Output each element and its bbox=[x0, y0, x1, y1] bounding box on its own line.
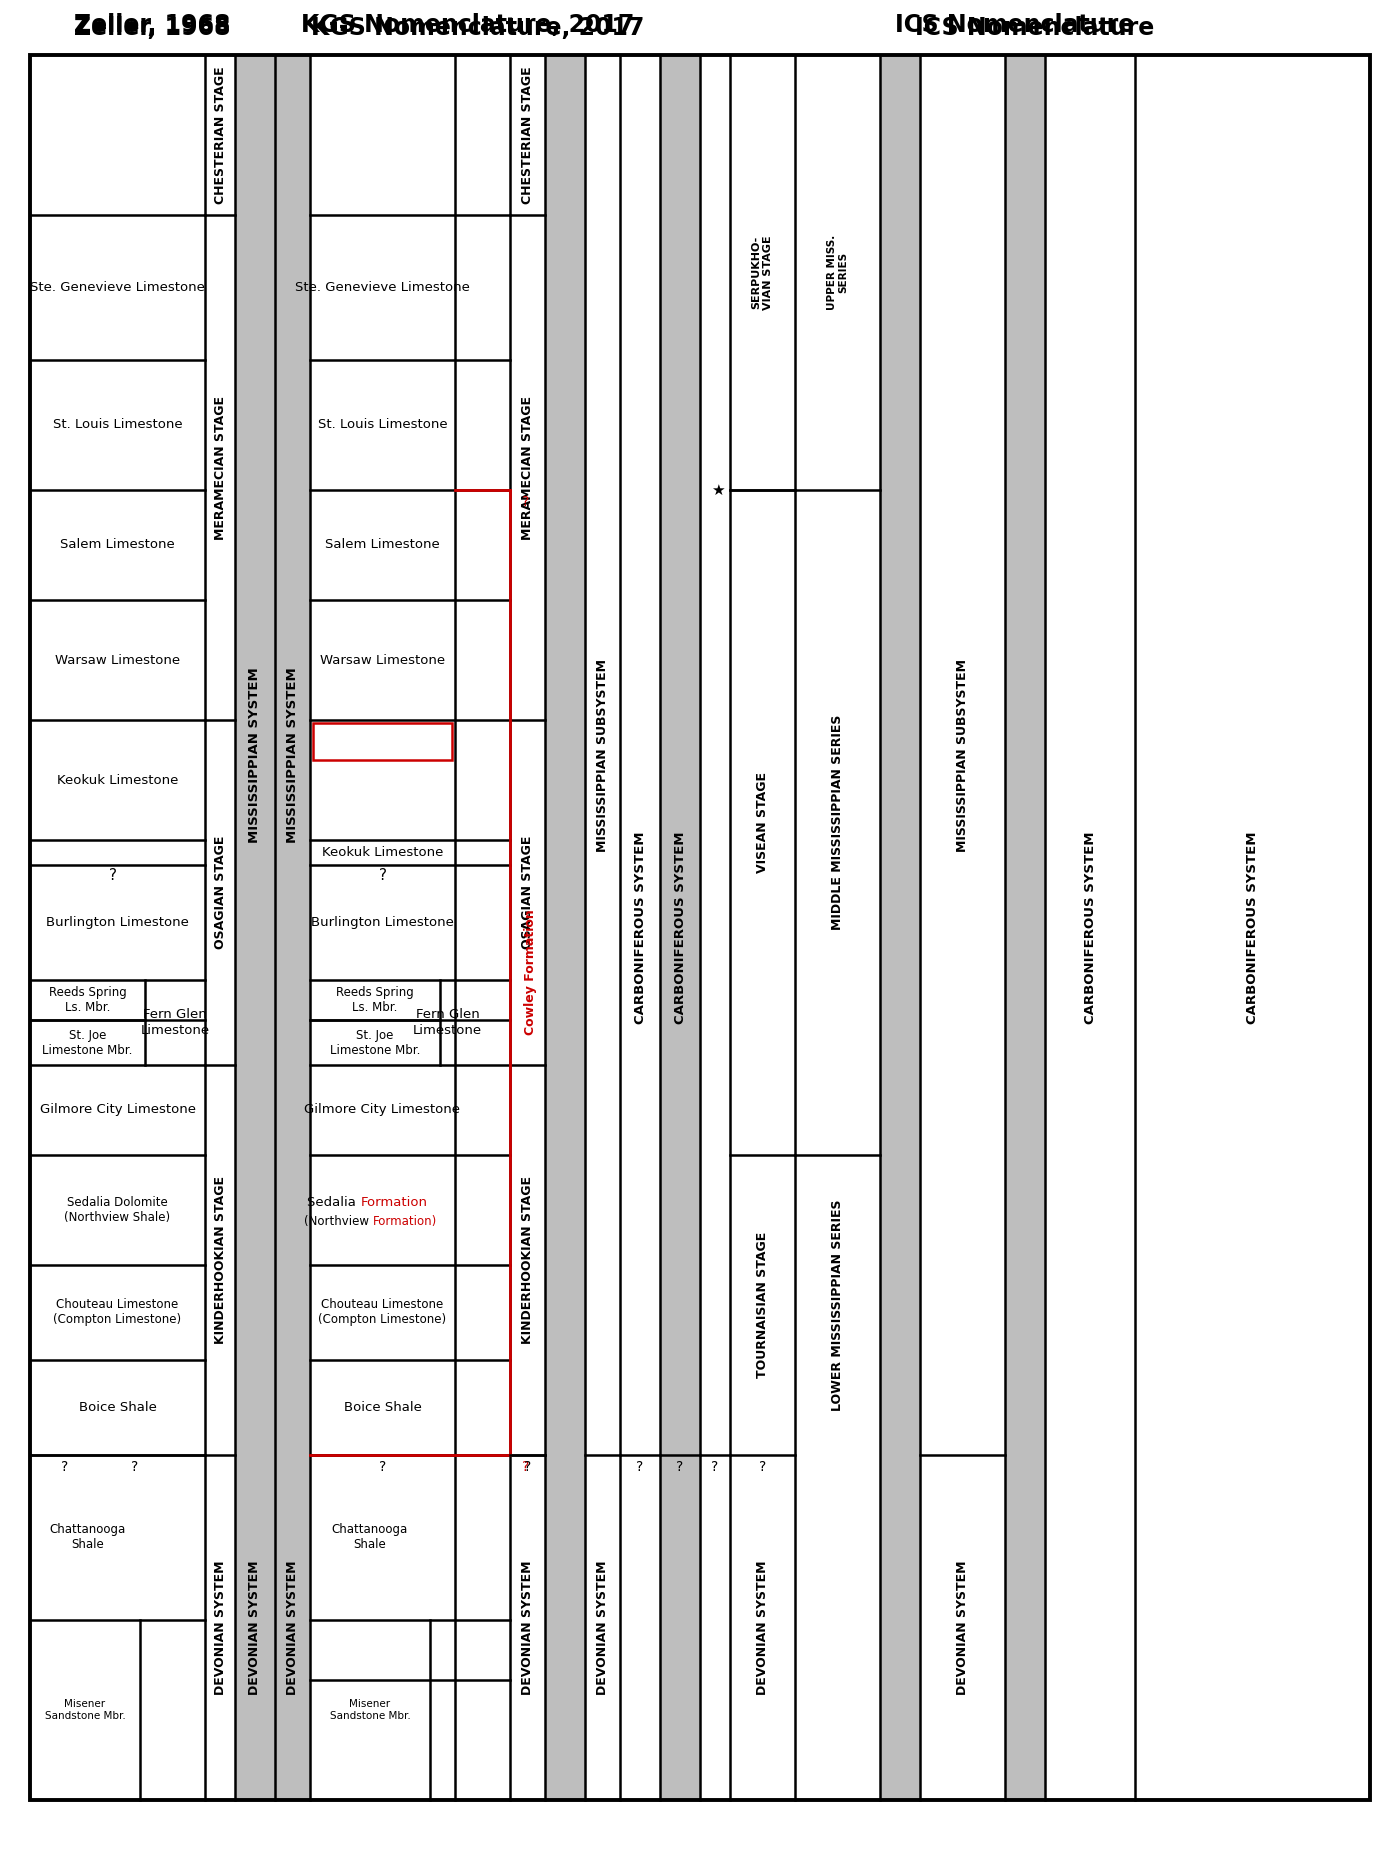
Text: DEVONIAN SYSTEM: DEVONIAN SYSTEM bbox=[286, 1560, 300, 1694]
Text: Misener
Sandstone Mbr.: Misener Sandstone Mbr. bbox=[45, 1700, 126, 1720]
Text: OSAGIAN STAGE: OSAGIAN STAGE bbox=[521, 836, 533, 950]
Text: OSAGIAN STAGE: OSAGIAN STAGE bbox=[213, 836, 227, 950]
Text: Salem Limestone: Salem Limestone bbox=[60, 538, 175, 551]
Text: CARBONIFEROUS SYSTEM: CARBONIFEROUS SYSTEM bbox=[673, 830, 686, 1024]
Text: VISEAN STAGE: VISEAN STAGE bbox=[756, 773, 769, 873]
Text: MISSISSIPPIAN SUBSYSTEM: MISSISSIPPIAN SUBSYSTEM bbox=[596, 659, 609, 851]
Text: DEVONIAN SYSTEM: DEVONIAN SYSTEM bbox=[213, 1560, 227, 1694]
Text: Keokuk Limestone: Keokuk Limestone bbox=[57, 773, 178, 786]
Text: Warsaw Limestone: Warsaw Limestone bbox=[321, 654, 445, 667]
Text: DEVONIAN SYSTEM: DEVONIAN SYSTEM bbox=[521, 1560, 533, 1694]
Text: Cowley Formation: Cowley Formation bbox=[524, 911, 538, 1035]
Text: ?: ? bbox=[522, 1460, 529, 1475]
Text: ?: ? bbox=[759, 1460, 766, 1475]
Text: ICS Nomenclature: ICS Nomenclature bbox=[916, 17, 1155, 39]
Text: Boice Shale: Boice Shale bbox=[343, 1400, 421, 1413]
Text: ★: ★ bbox=[711, 482, 725, 497]
Text: Gilmore City Limestone: Gilmore City Limestone bbox=[39, 1104, 196, 1117]
Text: KINDERHOOKIAN STAGE: KINDERHOOKIAN STAGE bbox=[521, 1177, 533, 1344]
Text: ICS Nomenclature: ICS Nomenclature bbox=[896, 13, 1134, 37]
Text: St. Joe
Limestone Mbr.: St. Joe Limestone Mbr. bbox=[42, 1028, 133, 1056]
Text: ?: ? bbox=[676, 1460, 683, 1475]
Text: St. Joe
Limestone Mbr.: St. Joe Limestone Mbr. bbox=[330, 1028, 420, 1056]
Text: Zeller, 1968: Zeller, 1968 bbox=[74, 17, 231, 39]
Text: ?: ? bbox=[524, 1460, 531, 1475]
Bar bbox=[274, 56, 309, 1801]
Text: Ste. Genevieve Limestone: Ste. Genevieve Limestone bbox=[295, 281, 470, 294]
Bar bbox=[314, 722, 452, 760]
Text: Burlington Limestone: Burlington Limestone bbox=[46, 916, 189, 929]
Text: Reeds Spring
Ls. Mbr.: Reeds Spring Ls. Mbr. bbox=[336, 987, 414, 1015]
Text: CHESTERIAN STAGE: CHESTERIAN STAGE bbox=[213, 67, 227, 203]
Text: Gilmore City Limestone: Gilmore City Limestone bbox=[305, 1104, 461, 1117]
Text: Chouteau Limestone
(Compton Limestone): Chouteau Limestone (Compton Limestone) bbox=[318, 1298, 447, 1326]
Text: SERPUKHO-
VIAN STAGE: SERPUKHO- VIAN STAGE bbox=[752, 235, 773, 309]
Text: TOURNAISIAN STAGE: TOURNAISIAN STAGE bbox=[756, 1233, 769, 1378]
Text: Fern Glen
Limestone: Fern Glen Limestone bbox=[140, 1009, 210, 1037]
Text: MISSISSIPPIAN SUBSYSTEM: MISSISSIPPIAN SUBSYSTEM bbox=[956, 659, 969, 851]
Text: ?: ? bbox=[62, 1460, 69, 1475]
Text: CARBONIFEROUS SYSTEM: CARBONIFEROUS SYSTEM bbox=[1246, 830, 1259, 1024]
Text: Warsaw Limestone: Warsaw Limestone bbox=[55, 654, 181, 667]
Text: MERAMECIAN STAGE: MERAMECIAN STAGE bbox=[213, 395, 227, 540]
Text: CHESTERIAN STAGE: CHESTERIAN STAGE bbox=[521, 67, 533, 203]
Text: Reeds Spring
Ls. Mbr.: Reeds Spring Ls. Mbr. bbox=[49, 987, 126, 1015]
Text: ?: ? bbox=[132, 1460, 139, 1475]
Text: Formation): Formation) bbox=[372, 1216, 437, 1229]
Text: ?: ? bbox=[711, 1460, 718, 1475]
Text: ?: ? bbox=[378, 868, 386, 883]
Text: Misener
Sandstone Mbr.: Misener Sandstone Mbr. bbox=[329, 1700, 410, 1720]
Text: St. Louis Limestone: St. Louis Limestone bbox=[318, 419, 448, 432]
Text: MIDDLE MISSISSIPPIAN SERIES: MIDDLE MISSISSIPPIAN SERIES bbox=[832, 715, 844, 931]
Text: DEVONIAN SYSTEM: DEVONIAN SYSTEM bbox=[756, 1560, 769, 1694]
Text: Fern Glen
Limestone: Fern Glen Limestone bbox=[413, 1009, 482, 1037]
Bar bbox=[659, 56, 700, 1801]
Bar bbox=[1005, 56, 1044, 1801]
Text: Formation: Formation bbox=[361, 1195, 427, 1208]
Bar bbox=[545, 56, 585, 1801]
Text: Ste. Genevieve Limestone: Ste. Genevieve Limestone bbox=[29, 281, 204, 294]
Text: ?: ? bbox=[637, 1460, 644, 1475]
Text: (Northview: (Northview bbox=[304, 1216, 372, 1229]
Text: DEVONIAN SYSTEM: DEVONIAN SYSTEM bbox=[956, 1560, 969, 1694]
Bar bbox=[881, 56, 920, 1801]
Text: ?: ? bbox=[522, 495, 529, 508]
Text: CARBONIFEROUS SYSTEM: CARBONIFEROUS SYSTEM bbox=[633, 830, 647, 1024]
Text: KGS Nomenclature, 2017: KGS Nomenclature, 2017 bbox=[301, 13, 634, 37]
Text: St. Louis Limestone: St. Louis Limestone bbox=[53, 419, 182, 432]
Text: DEVONIAN SYSTEM: DEVONIAN SYSTEM bbox=[249, 1560, 262, 1694]
Text: MISSISSIPPIAN SYSTEM: MISSISSIPPIAN SYSTEM bbox=[286, 667, 300, 843]
Text: Burlington Limestone: Burlington Limestone bbox=[311, 916, 454, 929]
Text: DEVONIAN SYSTEM: DEVONIAN SYSTEM bbox=[596, 1560, 609, 1694]
Text: KINDERHOOKIAN STAGE: KINDERHOOKIAN STAGE bbox=[213, 1177, 227, 1344]
Text: MISSISSIPPIAN SYSTEM: MISSISSIPPIAN SYSTEM bbox=[249, 667, 262, 843]
Text: KGS Nomenclature, 2017: KGS Nomenclature, 2017 bbox=[311, 17, 644, 39]
Text: Chattanooga
Shale: Chattanooga Shale bbox=[49, 1523, 126, 1551]
Text: Chattanooga
Shale: Chattanooga Shale bbox=[332, 1523, 409, 1551]
Text: Sedalia: Sedalia bbox=[308, 1195, 361, 1208]
Text: Short Creek Oolite Mbr.: Short Creek Oolite Mbr. bbox=[318, 737, 448, 747]
Text: Salem Limestone: Salem Limestone bbox=[325, 538, 440, 551]
Text: ?: ? bbox=[109, 868, 116, 883]
Text: Keokuk Limestone: Keokuk Limestone bbox=[322, 845, 444, 858]
Text: CARBONIFEROUS SYSTEM: CARBONIFEROUS SYSTEM bbox=[1084, 830, 1096, 1024]
Text: ?: ? bbox=[379, 1460, 386, 1475]
Text: Chouteau Limestone
(Compton Limestone): Chouteau Limestone (Compton Limestone) bbox=[53, 1298, 182, 1326]
Text: UPPER MISS.
SERIES: UPPER MISS. SERIES bbox=[826, 235, 848, 311]
Text: MERAMECIAN STAGE: MERAMECIAN STAGE bbox=[521, 395, 533, 540]
Text: LOWER MISSISSIPPIAN SERIES: LOWER MISSISSIPPIAN SERIES bbox=[832, 1199, 844, 1411]
Text: Sedalia Dolomite
(Northview Shale): Sedalia Dolomite (Northview Shale) bbox=[64, 1195, 171, 1223]
Text: Zeller, 1968: Zeller, 1968 bbox=[74, 13, 231, 37]
Text: Boice Shale: Boice Shale bbox=[78, 1400, 157, 1413]
Bar bbox=[235, 56, 274, 1801]
